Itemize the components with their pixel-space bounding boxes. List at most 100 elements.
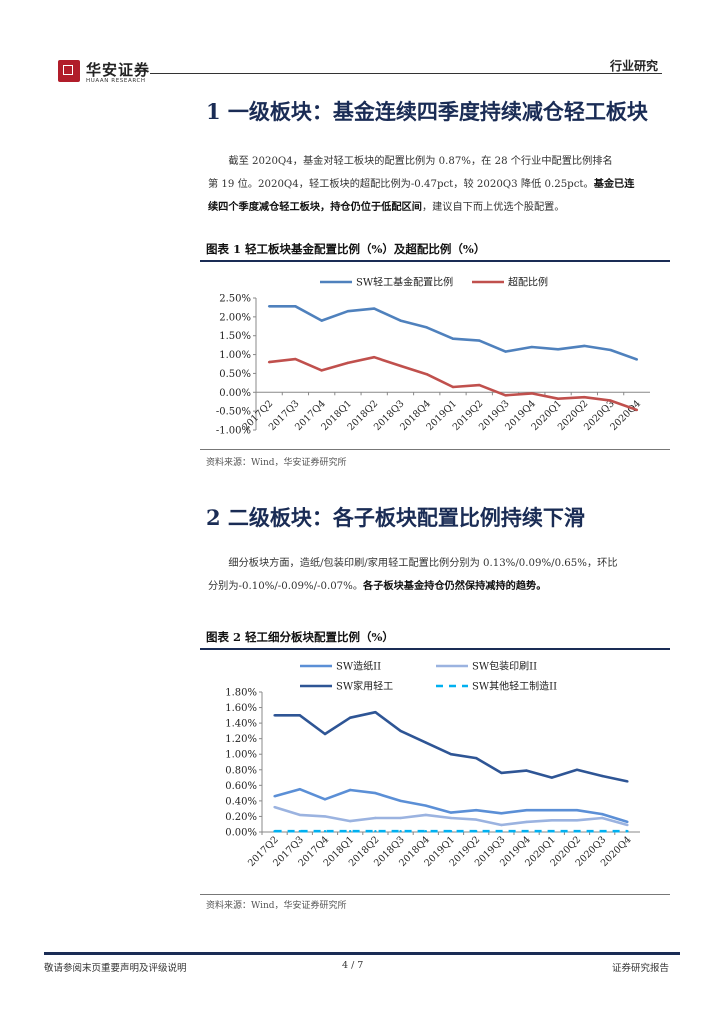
data-point bbox=[349, 716, 352, 719]
legend-label: SW其他轻工制造II bbox=[472, 680, 557, 693]
section1-title: 1 一级板块：基金连续四季度持续减仓轻工板块 bbox=[206, 99, 648, 124]
data-point bbox=[449, 811, 453, 814]
data-point bbox=[575, 809, 579, 812]
data-point bbox=[399, 830, 402, 833]
para-line: 续四个季度减仓轻工板块，持仓仍位于低配区间，建议自下而上优选个股配置。 bbox=[208, 196, 670, 219]
data-point bbox=[500, 830, 503, 833]
section2-paragraph: 细分板块方面，造纸/包装印刷/家用轻工配置比例分别为 0.13%/0.09%/0… bbox=[208, 552, 670, 598]
data-point bbox=[373, 356, 376, 359]
legend-label: 超配比例 bbox=[508, 276, 548, 289]
data-point bbox=[399, 816, 402, 820]
data-point bbox=[323, 732, 327, 736]
figure2-chart: 0.00% 0.20% 0.40% 0.60% 0.80% 1.00% 1.20% 1.40%… bbox=[225, 660, 640, 869]
data-point bbox=[550, 776, 553, 779]
figure2-source: 资料来源：Wind，华安证券研究所 bbox=[206, 901, 347, 911]
data-point bbox=[550, 809, 553, 812]
data-point bbox=[346, 310, 350, 313]
y-tick-label: -0.50% bbox=[216, 407, 251, 418]
data-point bbox=[626, 830, 629, 833]
y-tick-label: 1.00% bbox=[225, 750, 257, 761]
data-point bbox=[298, 788, 301, 791]
data-point bbox=[349, 830, 352, 833]
data-point bbox=[374, 816, 377, 820]
para-text: 第 19 位。2020Q4，轻工板块的超配比例为-0.47pct，较 2020Q… bbox=[208, 179, 594, 190]
data-point bbox=[475, 809, 478, 812]
para-bold: 各子板块基金持仓仍然保持减持的趋势。 bbox=[363, 580, 547, 592]
data-point bbox=[449, 753, 453, 756]
data-point bbox=[349, 819, 352, 823]
data-point bbox=[399, 799, 402, 803]
y-tick-label: 1.40% bbox=[225, 719, 257, 730]
para-line: 截至 2020Q4，基金对轻工板块的配置比例为 0.87%，在 28 个行业中配… bbox=[228, 156, 613, 167]
legend-label: SW轻工基金配置比例 bbox=[356, 276, 453, 289]
data-point bbox=[449, 830, 453, 833]
legend-label: SW包装印刷II bbox=[472, 660, 537, 673]
series-line bbox=[269, 304, 638, 361]
data-point bbox=[424, 813, 427, 817]
data-point bbox=[373, 307, 376, 310]
data-point bbox=[451, 385, 455, 389]
data-point bbox=[424, 804, 427, 807]
data-point bbox=[550, 819, 553, 822]
footer-rule bbox=[44, 952, 680, 955]
para-line: 第 19 位。2020Q4，轻工板块的超配比例为-0.47pct，较 2020Q… bbox=[208, 173, 670, 196]
y-tick-label: 2.00% bbox=[219, 312, 251, 323]
data-point bbox=[273, 830, 276, 833]
data-point bbox=[475, 830, 478, 833]
y-tick-label: 1.60% bbox=[225, 703, 257, 714]
data-point bbox=[399, 729, 402, 733]
data-point bbox=[525, 809, 528, 812]
data-point bbox=[298, 714, 301, 717]
figure1-title: 图表 1 轻工板块基金配置比例（%）及超配比例（%） bbox=[206, 242, 486, 256]
y-tick-label: 0.80% bbox=[225, 765, 257, 776]
figure1-bottom-rule bbox=[200, 449, 670, 450]
data-point bbox=[323, 798, 327, 801]
data-point bbox=[449, 816, 453, 820]
header-rule bbox=[150, 73, 662, 74]
data-point bbox=[601, 812, 604, 816]
data-point bbox=[601, 830, 604, 833]
data-point bbox=[504, 394, 507, 397]
series-line bbox=[274, 710, 628, 783]
footer-report-type: 证券研究报告 bbox=[612, 963, 670, 974]
data-point bbox=[609, 399, 612, 402]
data-point bbox=[500, 823, 503, 827]
data-point bbox=[475, 818, 478, 821]
data-point bbox=[556, 348, 560, 351]
data-point bbox=[424, 741, 427, 744]
data-point bbox=[478, 383, 481, 387]
data-point bbox=[424, 830, 427, 833]
data-point bbox=[635, 408, 639, 412]
data-point bbox=[451, 337, 455, 340]
logo-text: 华安证券 bbox=[86, 61, 151, 79]
section1-paragraph: 截至 2020Q4，基金对轻工板块的配置比例为 0.87%，在 28 个行业中配… bbox=[208, 150, 670, 219]
y-tick-label: 1.20% bbox=[225, 734, 257, 745]
logo-subtext: HUAAN RESEARCH bbox=[86, 78, 146, 84]
data-point bbox=[294, 305, 297, 308]
data-point bbox=[478, 339, 481, 342]
data-point bbox=[626, 820, 629, 824]
page-number: 4 / 7 bbox=[342, 960, 364, 971]
y-tick-label: 0.00% bbox=[225, 828, 257, 839]
data-point bbox=[609, 348, 612, 352]
data-point bbox=[525, 830, 528, 833]
data-point bbox=[374, 830, 377, 833]
data-point bbox=[374, 791, 377, 795]
data-point bbox=[626, 780, 629, 783]
data-point bbox=[475, 756, 478, 760]
data-point bbox=[349, 788, 352, 792]
data-point bbox=[556, 397, 560, 400]
para-bold: 续四个季度减仓轻工板块，持仓仍位于低配区间 bbox=[208, 201, 422, 213]
data-point bbox=[425, 326, 428, 329]
data-point bbox=[530, 345, 533, 349]
para-line: 分别为-0.10%/-0.09%/-0.07%。各子板块基金持仓仍然保持减持的趋… bbox=[208, 575, 670, 598]
para-bold: 基金已连 bbox=[593, 178, 635, 190]
data-point bbox=[298, 813, 301, 817]
data-point bbox=[583, 395, 586, 399]
data-point bbox=[320, 369, 323, 372]
data-point bbox=[425, 372, 428, 376]
data-point bbox=[530, 392, 533, 395]
y-tick-label: 0.20% bbox=[225, 812, 257, 823]
legend-label: SW家用轻工 bbox=[336, 680, 393, 693]
data-point bbox=[267, 305, 271, 308]
